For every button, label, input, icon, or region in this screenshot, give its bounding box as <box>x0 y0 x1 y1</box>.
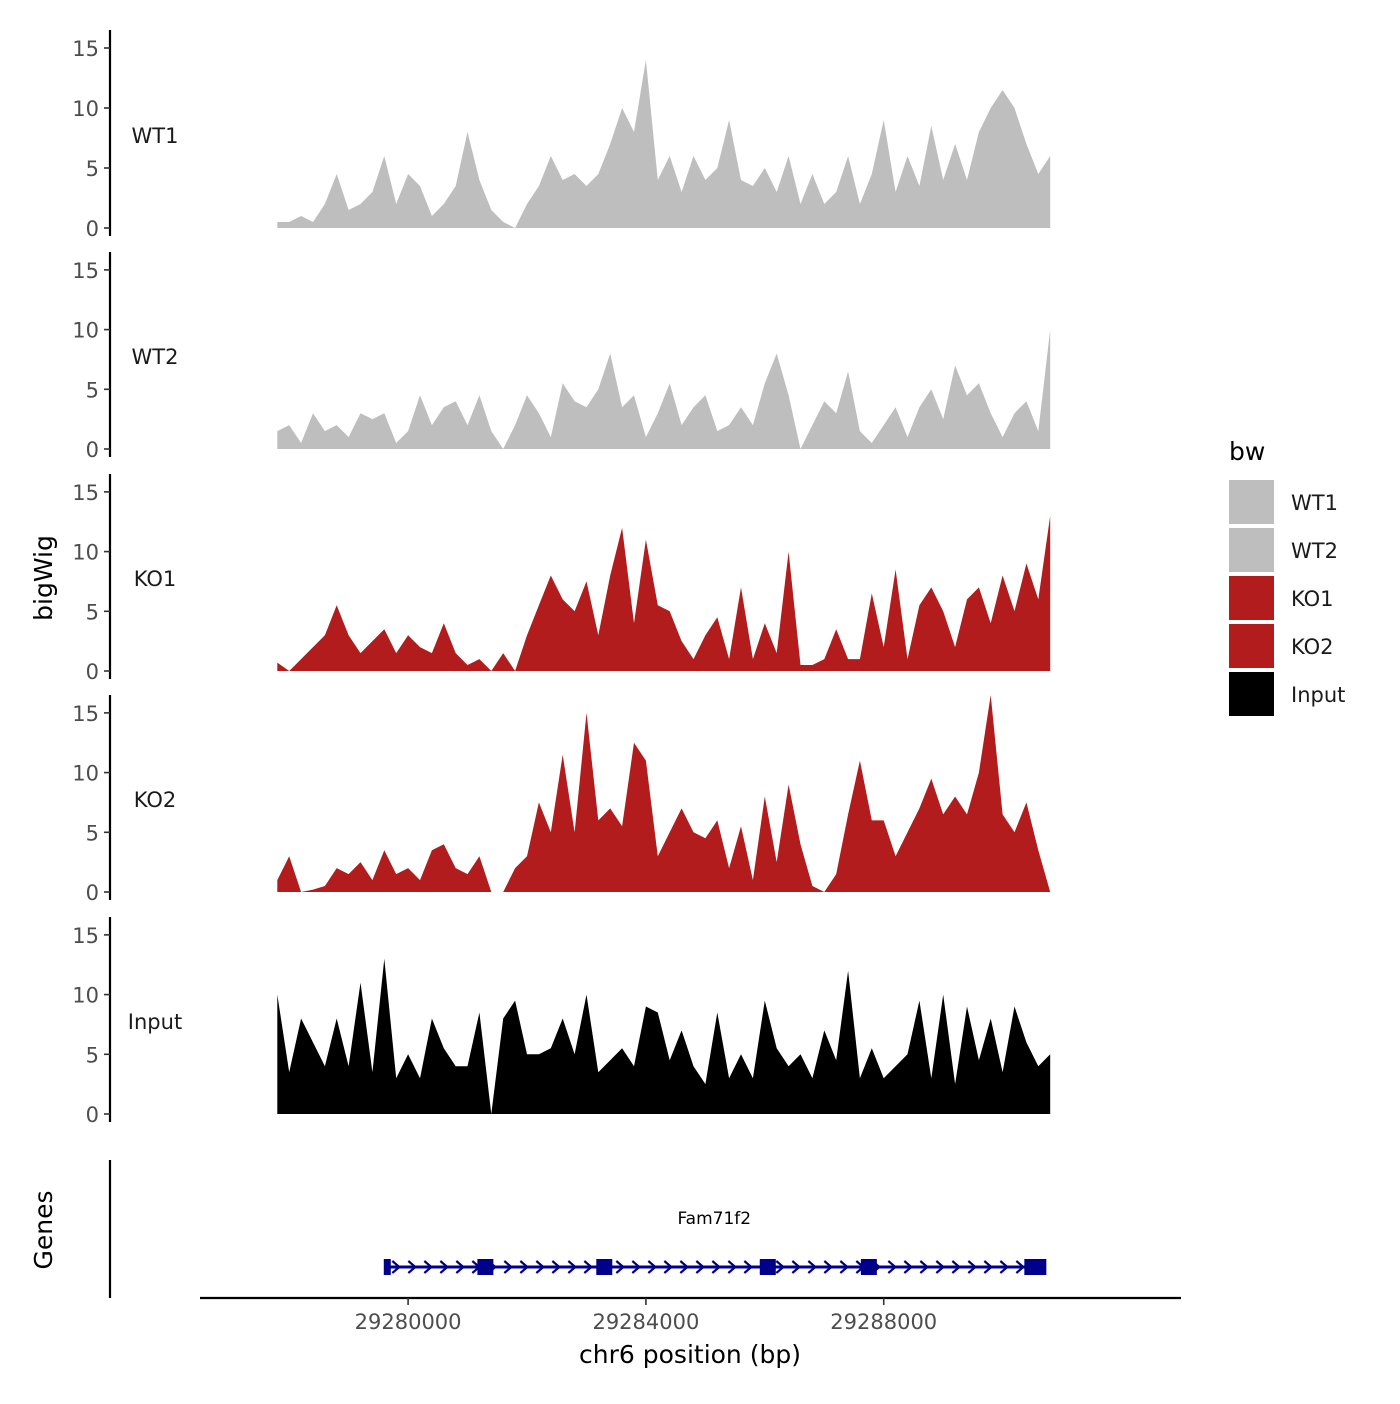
strand-arrow <box>919 1260 929 1274</box>
strand-arrow <box>407 1260 417 1274</box>
strand-arrow <box>743 1260 753 1274</box>
strand-arrow <box>839 1260 849 1274</box>
strand-arrow <box>583 1260 593 1274</box>
y-tick-label: 10 <box>72 984 99 1008</box>
signal-area-wt2 <box>277 329 1051 449</box>
y-tick-label: 15 <box>72 259 99 283</box>
y-tick-label: 5 <box>86 1043 99 1067</box>
y-tick-label: 15 <box>72 702 99 726</box>
track-input: 0 5 10 15 Input <box>72 917 1051 1127</box>
genes-layer: Fam71f2 <box>108 1160 1047 1298</box>
strand-arrow <box>455 1260 465 1274</box>
y-tick-label: 5 <box>86 157 99 181</box>
legend-key-wt2 <box>1229 528 1274 572</box>
legend-label-input: Input <box>1291 683 1345 707</box>
tracks-layer: 0 5 10 15 WT1 0 5 10 15 WT2 0 5 10 15 KO1 0 5 10 15 KO2 0 5 10… <box>72 30 1051 1127</box>
x-axis: 29280000 29284000 29288000 <box>200 1296 1181 1334</box>
exon <box>860 1259 877 1275</box>
strand-arrow <box>823 1260 833 1274</box>
y-tick-label: 15 <box>72 924 99 948</box>
strand-arrow <box>439 1260 449 1274</box>
strand-arrow <box>903 1260 913 1274</box>
exon <box>759 1259 776 1275</box>
signal-area-wt1 <box>277 60 1051 228</box>
y-tick-label: 5 <box>86 600 99 624</box>
legend-key-wt1 <box>1229 480 1274 524</box>
strand-arrow <box>503 1260 513 1274</box>
strand-arrow <box>935 1260 945 1274</box>
track-label-wt2: WT2 <box>132 345 179 369</box>
strand-arrow <box>423 1260 433 1274</box>
strand-arrow <box>807 1260 817 1274</box>
signal-area-ko1 <box>277 515 1051 671</box>
y-tick-label: 10 <box>72 319 99 343</box>
strand-arrow <box>727 1260 737 1274</box>
x-tick-label: 29284000 <box>592 1310 699 1334</box>
signal-area-input <box>277 958 1051 1114</box>
x-axis-title: chr6 position (bp) <box>579 1340 801 1369</box>
y-tick-label: 5 <box>86 821 99 845</box>
track-wt2: 0 5 10 15 WT2 <box>72 252 1051 462</box>
strand-arrow <box>663 1260 673 1274</box>
y-tick-label: 0 <box>86 217 99 241</box>
gene-name-label: Fam71f2 <box>677 1209 751 1229</box>
strand-arrow <box>887 1260 897 1274</box>
strand-arrow <box>631 1260 641 1274</box>
strand-arrow <box>647 1260 657 1274</box>
y-tick-label: 10 <box>72 97 99 121</box>
track-label-input: Input <box>128 1010 182 1034</box>
y-tick-label: 15 <box>72 481 99 505</box>
strand-arrow <box>775 1260 785 1274</box>
strand-arrow <box>983 1260 993 1274</box>
legend-key-ko1 <box>1229 576 1274 620</box>
strand-arrow <box>679 1260 689 1274</box>
track-label-ko1: KO1 <box>134 567 177 591</box>
strand-arrow <box>695 1260 705 1274</box>
x-tick-label: 29288000 <box>830 1310 937 1334</box>
legend: bw WT1 WT2 KO1 KO2 Input <box>1229 437 1345 716</box>
legend-title: bw <box>1229 437 1265 466</box>
strand-arrow <box>551 1260 561 1274</box>
track-ko2: 0 5 10 15 KO2 <box>72 695 1051 905</box>
y-tick-label: 0 <box>86 1103 99 1127</box>
strand-arrow <box>951 1260 961 1274</box>
y-tick-label: 0 <box>86 438 99 462</box>
legend-key-ko2 <box>1229 624 1274 668</box>
exon <box>596 1259 613 1275</box>
exon <box>477 1259 494 1275</box>
strand-arrow <box>999 1260 1010 1274</box>
y-tick-label: 10 <box>72 541 99 565</box>
legend-label-wt2: WT2 <box>1291 539 1338 563</box>
strand-arrow <box>519 1260 529 1274</box>
y-tick-label: 0 <box>86 660 99 684</box>
strand-arrow <box>791 1260 801 1274</box>
strand-arrow <box>967 1260 977 1274</box>
track-label-ko2: KO2 <box>134 788 177 812</box>
strand-arrow <box>711 1260 721 1274</box>
y-axis-title: bigWig <box>29 535 58 621</box>
strand-arrow <box>615 1260 625 1274</box>
strand-arrow <box>391 1260 401 1274</box>
legend-label-wt1: WT1 <box>1291 491 1338 515</box>
legend-key-input <box>1229 672 1274 716</box>
genes-axis-title: Genes <box>29 1190 58 1269</box>
strand-arrow <box>535 1260 545 1274</box>
exon <box>383 1259 391 1275</box>
y-tick-label: 0 <box>86 881 99 905</box>
track-label-wt1: WT1 <box>132 124 179 148</box>
exon <box>1024 1259 1047 1275</box>
legend-label-ko1: KO1 <box>1291 587 1334 611</box>
y-tick-label: 10 <box>72 762 99 786</box>
x-tick-label: 29280000 <box>355 1310 462 1334</box>
signal-area-ko2 <box>277 695 1051 892</box>
legend-label-ko2: KO2 <box>1291 635 1334 659</box>
track-wt1: 0 5 10 15 WT1 <box>72 30 1051 241</box>
track-ko1: 0 5 10 15 KO1 <box>72 474 1051 684</box>
y-tick-label: 15 <box>72 37 99 61</box>
strand-arrow <box>567 1260 577 1274</box>
strand-arrow <box>1015 1260 1026 1274</box>
y-tick-label: 5 <box>86 378 99 402</box>
